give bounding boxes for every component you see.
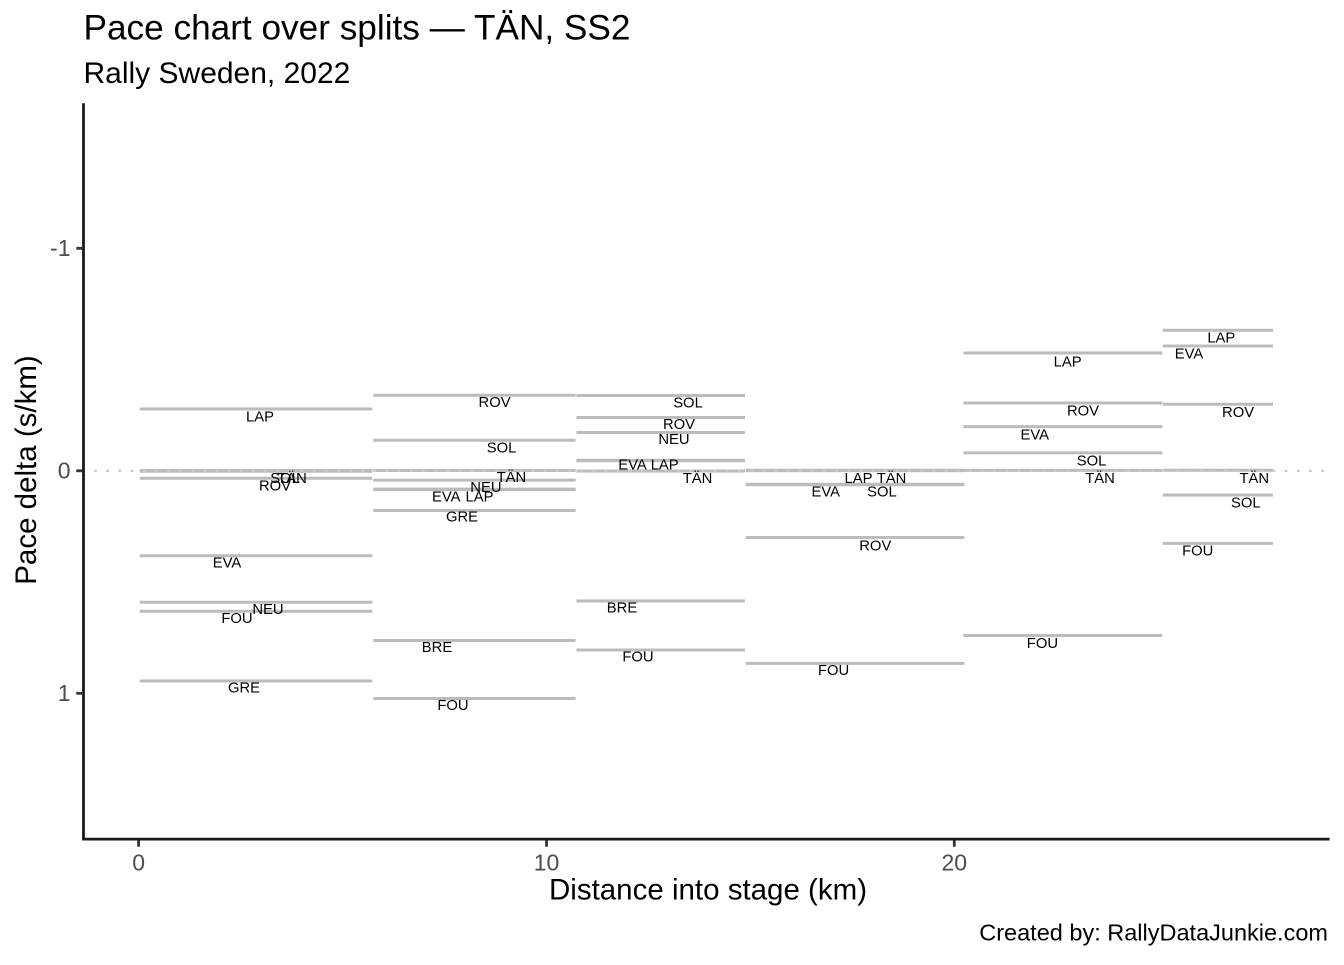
svg-text:Distance into stage (km): Distance into stage (km) [549, 874, 867, 907]
svg-text:SOL: SOL [487, 441, 517, 457]
svg-text:BRE: BRE [607, 601, 638, 617]
svg-text:Pace delta (s/km): Pace delta (s/km) [10, 355, 43, 585]
svg-text:TÄN: TÄN [877, 470, 907, 487]
svg-text:NEU: NEU [470, 480, 501, 496]
svg-text:FOU: FOU [1027, 636, 1058, 652]
svg-text:TÄN: TÄN [1085, 470, 1115, 487]
svg-text:LAP: LAP [651, 458, 679, 474]
svg-text:FOU: FOU [622, 650, 653, 666]
svg-text:GRE: GRE [228, 681, 260, 697]
svg-text:FOU: FOU [818, 663, 849, 679]
svg-text:LAP: LAP [246, 410, 274, 426]
svg-text:ROV: ROV [859, 538, 891, 554]
svg-text:-1: -1 [50, 235, 70, 261]
svg-text:EVA: EVA [1021, 427, 1050, 443]
svg-text:Rally Sweden, 2022: Rally Sweden, 2022 [84, 57, 351, 90]
svg-text:EVA: EVA [213, 556, 242, 572]
svg-text:SOL: SOL [673, 396, 703, 412]
svg-text:NEU: NEU [252, 602, 283, 618]
svg-text:Pace chart over splits — TÄN,: Pace chart over splits — TÄN, SS2 [84, 9, 631, 48]
svg-text:BRE: BRE [422, 640, 453, 656]
svg-text:LAP: LAP [845, 471, 873, 487]
svg-text:GRE: GRE [446, 510, 478, 526]
svg-text:20: 20 [942, 850, 968, 876]
svg-text:EVA: EVA [618, 458, 647, 474]
svg-text:FOU: FOU [1182, 544, 1213, 560]
svg-text:SOL: SOL [1231, 496, 1261, 512]
svg-text:ROV: ROV [1067, 404, 1099, 420]
svg-text:0: 0 [132, 850, 145, 876]
svg-text:Created by: RallyDataJunkie.co: Created by: RallyDataJunkie.com [979, 920, 1328, 946]
svg-text:EVA: EVA [812, 484, 841, 500]
svg-text:SOL: SOL [1077, 454, 1107, 470]
svg-text:LAP: LAP [1207, 330, 1235, 346]
svg-text:LAP: LAP [1054, 355, 1082, 371]
svg-text:ROV: ROV [663, 417, 695, 433]
svg-text:TÄN: TÄN [1239, 470, 1269, 487]
svg-text:EVA: EVA [1175, 346, 1204, 362]
svg-text:SOL: SOL [270, 471, 300, 487]
svg-text:ROV: ROV [259, 478, 291, 494]
svg-text:NEU: NEU [658, 432, 689, 448]
svg-text:TÄN: TÄN [497, 469, 527, 486]
svg-text:FOU: FOU [221, 611, 252, 627]
svg-text:LAP: LAP [466, 490, 494, 506]
svg-text:TÄN: TÄN [277, 470, 307, 487]
svg-text:SOL: SOL [867, 484, 897, 500]
svg-text:ROV: ROV [1222, 405, 1254, 421]
svg-text:ROV: ROV [479, 395, 511, 411]
svg-text:1: 1 [58, 680, 71, 706]
svg-text:10: 10 [534, 850, 560, 876]
svg-text:EVA: EVA [432, 490, 461, 506]
svg-text:FOU: FOU [437, 698, 468, 714]
svg-text:TÄN: TÄN [683, 470, 713, 487]
svg-text:0: 0 [58, 458, 71, 484]
